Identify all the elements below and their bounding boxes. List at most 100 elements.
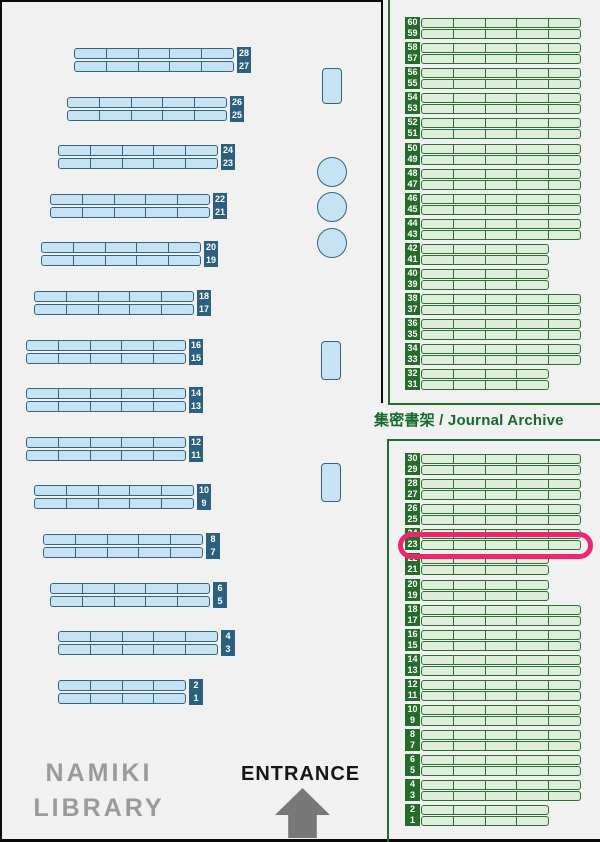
shelf-cell	[548, 455, 580, 463]
shelf-cell	[72, 243, 105, 252]
shelf-cell	[452, 256, 485, 264]
archive-shelf-row-34	[421, 344, 581, 354]
shelf-cell	[194, 98, 226, 107]
shelf-cell	[138, 548, 170, 557]
shelf-cell	[484, 767, 517, 775]
shelf-cell	[57, 438, 90, 447]
shelf-cell	[422, 270, 453, 278]
shelf-cell	[452, 817, 485, 825]
shelf-cell	[89, 354, 122, 363]
shelf-cell	[452, 130, 485, 138]
shelf-cell	[89, 451, 122, 460]
shelf-cell	[452, 320, 485, 328]
shelf-cell	[89, 694, 122, 703]
shelf-cell	[516, 245, 548, 253]
archive-shelf-row-45	[421, 205, 581, 215]
shelf-cell	[484, 792, 517, 800]
shelf-cell	[484, 256, 517, 264]
shelf-cell	[97, 499, 130, 508]
shelf-cell	[516, 656, 548, 664]
shelf-cell	[65, 486, 98, 495]
shelf-cell	[516, 145, 548, 153]
shelf-cell	[516, 617, 548, 625]
shelf-row-26	[67, 97, 227, 108]
shelf-cell	[153, 632, 185, 641]
shelf-cell	[452, 55, 485, 63]
shelf-cell	[452, 345, 485, 353]
shelf-cell	[548, 55, 580, 63]
shelf-cell	[35, 292, 66, 301]
archive-shelf-row-27	[421, 490, 581, 500]
shelf-cell	[27, 341, 58, 350]
archive-shelf-row-31	[421, 380, 549, 390]
shelf-cell	[51, 584, 82, 593]
shelf-number-badge: 33	[405, 354, 420, 365]
shelf-cell	[121, 341, 153, 350]
shelf-cell	[452, 270, 485, 278]
shelf-number-badge: 42	[405, 243, 420, 254]
shelf-cell	[75, 62, 106, 71]
shelf-cell	[452, 105, 485, 113]
shelf-number-badge: 6	[405, 754, 420, 765]
archive-shelf-row-51	[421, 129, 581, 139]
shelf-cell	[57, 354, 90, 363]
shelf-cell	[548, 94, 580, 102]
shelf-cell	[548, 345, 580, 353]
shelf-number-badge: 40	[405, 268, 420, 279]
archive-shelf-row-10	[421, 705, 581, 715]
shelf-number-badge: 43	[405, 229, 420, 240]
shelf-cell	[422, 306, 453, 314]
archive-shelf-row-17	[421, 616, 581, 626]
highlight-ring	[398, 532, 593, 559]
shelf-cell	[452, 245, 485, 253]
shelf-cell	[484, 756, 517, 764]
shelf-row-14	[26, 388, 186, 399]
shelf-cell	[97, 305, 130, 314]
shelf-cell	[484, 541, 517, 549]
shelf-row-13	[26, 401, 186, 412]
shelf-number-badge: 35	[405, 329, 420, 340]
shelf-cell	[161, 292, 193, 301]
shelf-number-badge: 10	[197, 484, 211, 497]
shelf-cell	[89, 438, 122, 447]
shelf-cell	[548, 30, 580, 38]
shelf-number-badge: 51	[405, 128, 420, 139]
shelf-cell	[452, 781, 485, 789]
shelf-cell	[130, 111, 163, 120]
shelf-cell	[201, 62, 233, 71]
journal-archive-label: 集密書架 / Journal Archive	[374, 412, 564, 429]
shelf-cell	[484, 345, 517, 353]
shelf-number-badge: 5	[213, 595, 227, 608]
shelf-cell	[484, 555, 517, 563]
shelf-cell	[452, 631, 485, 639]
shelf-cell	[57, 341, 90, 350]
wall-bottom	[0, 839, 600, 842]
shelf-number-badge: 55	[405, 78, 420, 89]
shelf-row-15	[26, 353, 186, 364]
shelf-cell	[452, 69, 485, 77]
shelf-cell	[68, 98, 99, 107]
archive-shelf-row-47	[421, 180, 581, 190]
shelf-cell	[516, 19, 548, 27]
shelf-cell	[516, 281, 548, 289]
shelf-number-badge: 38	[405, 293, 420, 304]
shelf-number-badge: 16	[405, 629, 420, 640]
shelf-row-16	[26, 340, 186, 351]
shelf-cell	[548, 356, 580, 364]
shelf-cell	[516, 130, 548, 138]
shelf-cell	[548, 731, 580, 739]
shelf-cell	[422, 119, 453, 127]
archive-shelf-row-2	[421, 805, 549, 815]
shelf-cell	[548, 195, 580, 203]
shelf-cell	[81, 584, 114, 593]
shelf-cell	[452, 541, 485, 549]
shelf-row-1	[58, 693, 186, 704]
shelf-cell	[74, 535, 107, 544]
shelf-cell	[121, 402, 153, 411]
shelf-cell	[484, 491, 517, 499]
shelf-cell	[185, 645, 217, 654]
shelf-row-19	[41, 255, 201, 266]
shelf-cell	[516, 466, 548, 474]
shelf-row-25	[67, 110, 227, 121]
shelf-cell	[548, 767, 580, 775]
